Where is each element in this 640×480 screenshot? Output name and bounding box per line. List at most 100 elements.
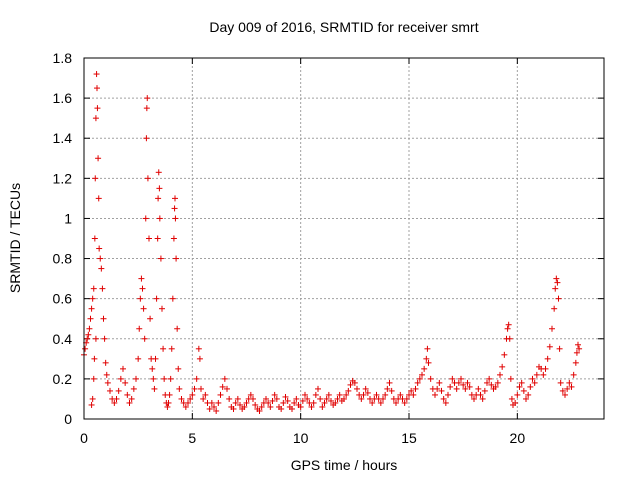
data-point	[256, 407, 263, 414]
data-point	[142, 215, 149, 222]
data-point	[397, 391, 404, 398]
data-point	[497, 371, 503, 378]
data-point	[360, 391, 367, 398]
data-point	[200, 395, 207, 402]
data-point	[424, 345, 431, 352]
data-point	[499, 363, 506, 370]
data-point	[531, 379, 538, 386]
data-point	[458, 375, 464, 382]
y-tick-label: 1.4	[53, 130, 73, 146]
data-point	[373, 391, 380, 398]
data-point	[559, 387, 566, 394]
data-point	[464, 379, 471, 386]
data-point	[362, 385, 369, 392]
data-point	[273, 395, 280, 402]
data-point	[243, 399, 250, 406]
data-point	[143, 135, 150, 142]
data-point	[175, 365, 182, 372]
data-point	[174, 325, 181, 332]
data-point	[445, 391, 451, 398]
data-point	[198, 385, 204, 392]
data-point	[423, 355, 430, 362]
data-point	[562, 391, 568, 398]
data-point	[135, 355, 142, 362]
data-point	[206, 405, 213, 412]
data-point	[172, 195, 178, 202]
data-point	[312, 391, 319, 398]
data-point	[484, 379, 490, 386]
data-point	[187, 395, 194, 402]
data-point	[265, 399, 272, 406]
data-point	[159, 305, 165, 312]
data-point	[401, 399, 408, 406]
data-point	[299, 397, 306, 404]
data-points	[81, 71, 583, 414]
data-point	[92, 335, 99, 342]
data-point	[271, 391, 278, 398]
data-point	[234, 395, 241, 402]
data-point	[122, 379, 129, 386]
grid	[84, 58, 604, 419]
data-point	[232, 399, 239, 406]
y-axis-label: SRMTID / TECUs	[7, 183, 23, 293]
data-point	[156, 185, 163, 192]
data-point	[120, 365, 126, 372]
data-point	[104, 379, 111, 386]
data-point	[289, 405, 295, 412]
data-point	[410, 391, 417, 398]
data-point	[133, 375, 139, 382]
data-point	[540, 371, 547, 378]
data-point	[462, 385, 469, 392]
data-point	[151, 385, 158, 392]
y-tick-label: 1.8	[53, 50, 73, 66]
x-tick-label: 15	[401, 430, 417, 446]
data-point	[157, 255, 164, 262]
data-point	[421, 365, 428, 372]
data-point	[230, 405, 237, 412]
data-point	[189, 391, 196, 398]
data-point	[178, 395, 185, 402]
data-point	[117, 375, 124, 382]
data-point	[546, 343, 553, 350]
data-point	[552, 285, 559, 292]
x-tick-label: 10	[293, 430, 309, 446]
data-point	[506, 335, 513, 342]
data-point	[89, 295, 96, 302]
data-point	[527, 383, 534, 390]
data-point	[516, 383, 523, 390]
data-point	[347, 381, 354, 388]
data-point	[215, 399, 222, 406]
data-point	[332, 399, 339, 406]
data-point	[354, 385, 360, 392]
data-point	[93, 71, 100, 78]
data-point	[555, 295, 562, 302]
data-point	[494, 379, 501, 386]
data-point	[414, 379, 421, 386]
data-point	[149, 365, 156, 372]
data-point	[111, 399, 118, 406]
data-point	[128, 395, 135, 402]
chart-title: Day 009 of 2016, SRMTID for receiver smr…	[209, 19, 478, 35]
y-tick-label: 1.2	[53, 170, 73, 186]
data-point	[403, 395, 410, 402]
data-point	[393, 399, 399, 406]
data-point	[126, 399, 133, 406]
data-point	[88, 401, 95, 408]
data-point	[568, 383, 575, 390]
data-point	[144, 95, 151, 102]
data-point	[166, 391, 173, 398]
data-point	[153, 295, 160, 302]
data-point	[258, 403, 265, 410]
data-point	[525, 391, 532, 398]
data-point	[336, 391, 343, 398]
data-point	[195, 345, 202, 352]
data-point	[293, 395, 300, 402]
data-point	[90, 285, 97, 292]
data-point	[427, 375, 434, 382]
data-point	[213, 407, 220, 414]
data-point	[82, 345, 89, 352]
data-point	[486, 375, 493, 382]
data-point	[408, 387, 415, 394]
data-point	[95, 195, 102, 202]
data-point	[542, 365, 549, 372]
